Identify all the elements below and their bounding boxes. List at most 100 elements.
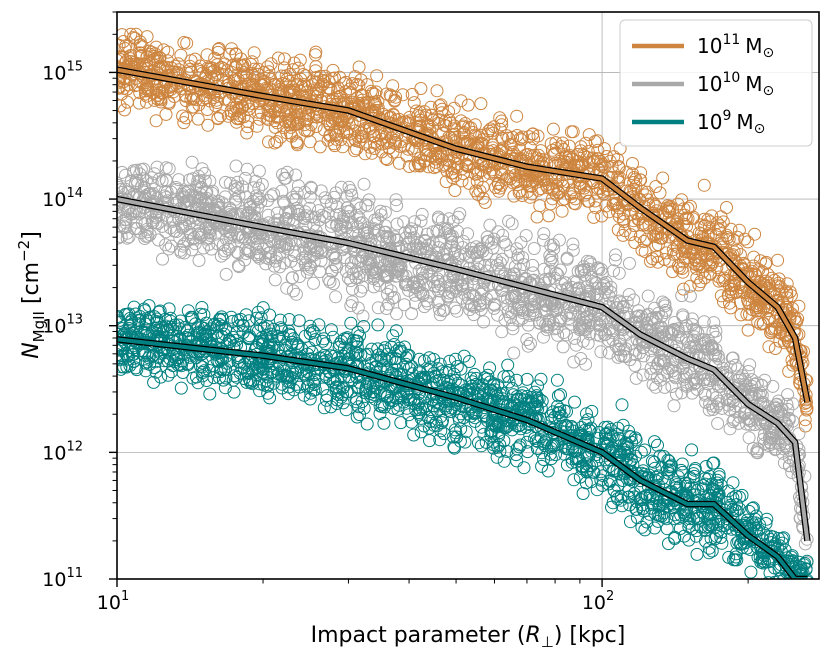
scatter-point <box>564 125 578 139</box>
scatter-point <box>276 77 290 90</box>
scatter-point <box>762 276 776 290</box>
scatter-point <box>134 50 148 64</box>
scatter-point <box>605 500 618 514</box>
scatter-point <box>156 252 169 266</box>
scatter-point <box>219 224 233 238</box>
scatter-point <box>515 303 529 317</box>
scatter-point <box>648 435 661 449</box>
scatter-point <box>694 218 708 232</box>
scatter-point <box>421 118 435 132</box>
scatter-point <box>703 469 717 483</box>
scatter-point <box>367 270 381 284</box>
scatter-point <box>362 256 376 270</box>
scatter-point <box>593 329 607 343</box>
scatter-point <box>685 443 699 457</box>
scatter-point <box>553 402 567 416</box>
scatter-point <box>194 187 208 201</box>
scatter-point <box>612 266 626 280</box>
scatter-point <box>556 340 570 354</box>
scatter-point <box>767 530 780 544</box>
scatter-point <box>727 245 741 259</box>
scatter-point <box>344 385 358 398</box>
scatter-point <box>609 248 622 262</box>
scatter-point <box>566 237 580 251</box>
scatter-point <box>638 523 652 537</box>
scatter-point <box>680 319 694 332</box>
scatter-point <box>687 339 701 353</box>
scatter-point <box>346 267 360 281</box>
scatter-point <box>462 250 476 264</box>
scatter-point <box>635 243 649 257</box>
scatter-point <box>154 95 168 109</box>
scatter-point <box>256 301 270 315</box>
scatter-point <box>467 367 481 381</box>
scatter-point <box>679 367 693 381</box>
scatter-point <box>344 184 358 198</box>
scatter-point <box>343 82 357 96</box>
scatter-point <box>185 155 199 169</box>
scatter-point <box>594 323 608 337</box>
scatter-point <box>401 278 415 292</box>
scatter-point <box>706 456 720 470</box>
scatter-point <box>594 345 608 359</box>
scatter-point <box>546 122 560 136</box>
scatter-point <box>394 416 408 430</box>
scatter-point <box>397 139 411 153</box>
scatter-point <box>503 138 517 151</box>
scatter-point <box>688 257 702 271</box>
scatter-point <box>218 381 232 395</box>
scatter-point <box>202 364 216 377</box>
scatter-point <box>440 164 454 178</box>
scatter-point <box>336 213 350 227</box>
scatter-point <box>542 318 556 332</box>
scatter-point <box>740 417 753 431</box>
scatter-point <box>350 395 364 409</box>
scatter-point <box>451 157 465 171</box>
scatter-point <box>181 357 195 370</box>
scatter-point <box>673 261 686 275</box>
scatter-point <box>302 262 316 276</box>
scatter-point <box>478 196 492 209</box>
scatter-point <box>709 400 723 414</box>
scatter-point <box>432 113 446 127</box>
scatter-point <box>699 534 712 548</box>
scatter-point <box>707 316 721 330</box>
scatter-point <box>687 210 700 224</box>
scatter-point <box>211 237 225 251</box>
scatter-point <box>530 210 544 224</box>
scatter-point <box>627 176 641 189</box>
scatter-point <box>607 264 620 278</box>
scatter-point <box>427 161 441 175</box>
scatter-point <box>738 372 752 386</box>
scatter-point <box>359 198 373 212</box>
scatter-point <box>671 470 685 484</box>
scatter-point <box>487 232 501 246</box>
scatter-point <box>450 278 464 292</box>
scatter-point <box>413 274 427 288</box>
scatter-point <box>677 282 690 296</box>
scatter-point <box>176 221 189 235</box>
scatter-point <box>675 289 689 303</box>
scatter-point <box>743 358 757 372</box>
scatter-point <box>706 399 720 413</box>
scatter-point <box>476 284 490 298</box>
scatter-point <box>349 271 363 285</box>
scatter-point <box>534 372 548 386</box>
scatter-point <box>402 408 416 422</box>
scatter-point <box>342 133 356 147</box>
scatter-point <box>127 205 141 219</box>
scatter-point <box>524 141 538 155</box>
scatter-point <box>565 190 578 204</box>
scatter-point <box>555 204 569 218</box>
scatter-point <box>303 258 317 272</box>
scatter-point <box>388 135 402 149</box>
scatter-point <box>653 186 667 200</box>
scatter-point <box>293 270 307 283</box>
scatter-point <box>696 265 710 279</box>
scatter-point <box>494 163 508 177</box>
scatter-point <box>500 444 514 458</box>
scatter-point <box>488 298 502 312</box>
scatter-point <box>554 388 567 402</box>
scatter-point <box>495 131 509 145</box>
